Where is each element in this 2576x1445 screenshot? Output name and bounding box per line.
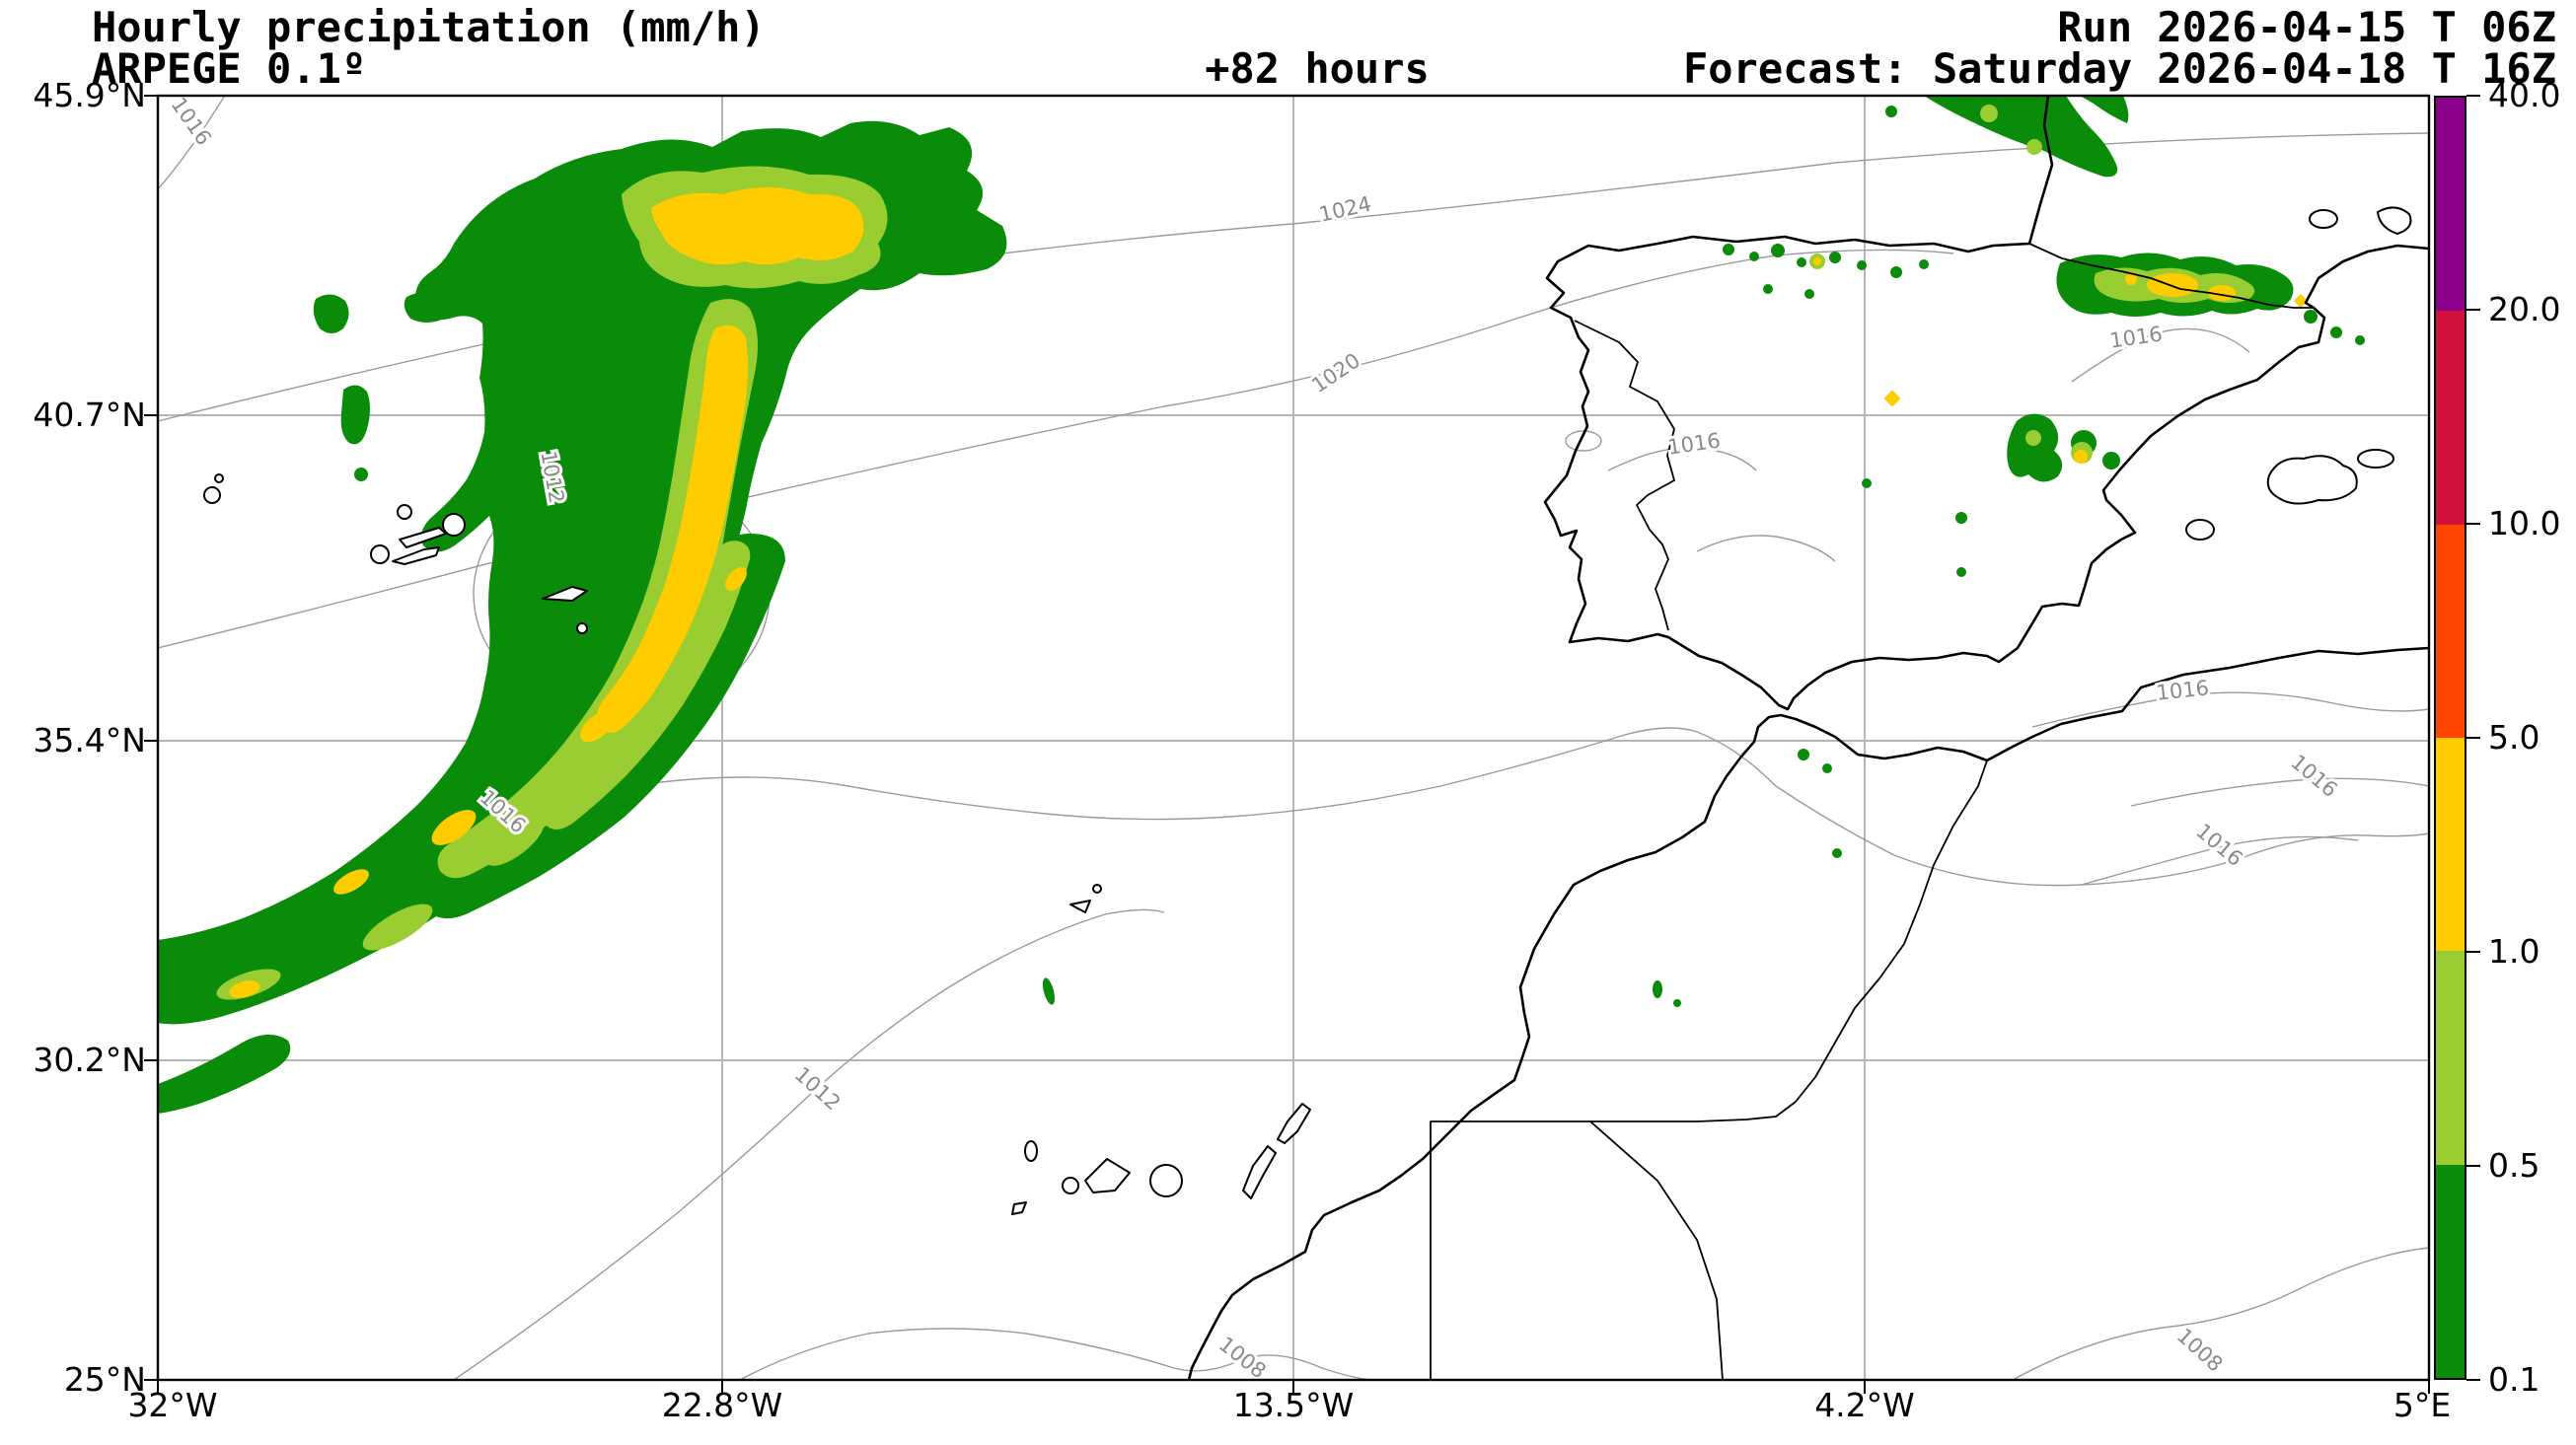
colorbar-segment-40-20 <box>2436 98 2465 312</box>
azores-faial <box>370 544 390 564</box>
colorbar-tick <box>2466 523 2480 525</box>
lanzarote-island <box>1277 1103 1311 1144</box>
svg-text:1020: 1020 <box>1307 348 1364 397</box>
colorbar-label-40: 40.0 <box>2488 76 2561 114</box>
colorbar-tick <box>2466 1379 2480 1381</box>
model-label: ARPEGE 0.1º <box>92 44 367 93</box>
azores-sao-jorge <box>399 527 447 548</box>
lon-tick-5e: 5°E <box>2392 1386 2452 1424</box>
colorbar-label-01: 0.1 <box>2488 1360 2540 1399</box>
colorbar-segment-5-1 <box>2436 737 2465 952</box>
azores-sao-miguel <box>542 586 588 602</box>
azores-santa-maria <box>576 622 588 634</box>
azores-corvo <box>214 473 224 483</box>
madeira-island <box>1069 900 1091 913</box>
svg-text:1016: 1016 <box>2191 819 2246 871</box>
azores-graciosa <box>397 504 412 520</box>
africa-coastline <box>1187 646 2429 1380</box>
menorca-island <box>2357 449 2394 469</box>
precipitation-colorbar <box>2434 96 2466 1380</box>
azores-flores <box>203 486 221 504</box>
colorbar-tick <box>2466 95 2480 97</box>
precip-level-01-05 <box>158 96 2365 1184</box>
svg-text:1008: 1008 <box>1214 1333 1271 1384</box>
iberia-france-coastline <box>1543 96 2429 711</box>
colorbar-segment-05-01 <box>2436 1164 2465 1378</box>
svg-text:1016: 1016 <box>2286 750 2341 802</box>
svg-text:1016: 1016 <box>2108 322 2164 352</box>
ibiza-island <box>2185 519 2215 541</box>
precip-level-1-5 <box>229 187 2309 998</box>
fuerteventura-island <box>1242 1145 1277 1199</box>
france-coast-lagoon <box>2309 209 2338 229</box>
chart-title: Hourly precipitation (mm/h) <box>92 3 766 51</box>
azores-terceira <box>442 513 466 537</box>
lat-tick-40-7n: 40.7°N <box>33 396 146 434</box>
pyrenees-border <box>2028 243 2314 309</box>
western-sahara-border <box>1430 1120 1724 1380</box>
lat-tick-25n: 25°N <box>63 1360 146 1399</box>
colorbar-segment-20-10 <box>2436 311 2465 525</box>
coastlines <box>203 96 2429 1380</box>
colorbar-label-20: 20.0 <box>2488 290 2561 328</box>
colorbar-tick <box>2466 309 2480 311</box>
run-label: Run 2026-04-15 T 06Z <box>2057 3 2556 51</box>
tenerife-island <box>1084 1158 1131 1193</box>
colorbar-label-05: 0.5 <box>2488 1146 2540 1185</box>
colorbar-label-1: 1.0 <box>2488 932 2540 971</box>
lat-tick-35-4n: 35.4°N <box>33 721 146 759</box>
lon-tick-22-8w: 22.8°W <box>661 1386 783 1424</box>
lon-tick-32w: 32°W <box>127 1386 218 1424</box>
lon-tick-13-5w: 13.5°W <box>1232 1386 1355 1424</box>
colorbar-tick <box>2466 737 2480 739</box>
colorbar-segment-1-05 <box>2436 951 2465 1165</box>
colorbar-tick <box>2466 951 2480 953</box>
porto-santo-island <box>1092 884 1102 894</box>
svg-text:1008: 1008 <box>2172 1324 2228 1377</box>
colorbar-label-5: 5.0 <box>2488 718 2540 757</box>
morocco-algeria-border <box>1590 759 1988 1122</box>
la-gomera-island <box>1062 1177 1079 1194</box>
forecast-map: 1016 1024 1020 1016 1016 1012 1016 1012 … <box>144 94 2431 1394</box>
portugal-spain-border <box>1574 320 1675 631</box>
france-coast-detail <box>2377 206 2412 235</box>
lead-time-label: +82 hours <box>1205 44 1430 93</box>
axis-ticks <box>144 95 2430 1394</box>
forecast-label: Forecast: Saturday 2026-04-18 T 16Z <box>1682 44 2556 93</box>
colorbar-label-10: 10.0 <box>2488 504 2561 542</box>
mallorca-island <box>2266 455 2358 505</box>
svg-text:1024: 1024 <box>1317 191 1373 226</box>
la-palma-island <box>1024 1140 1038 1162</box>
colorbar-tick <box>2466 1165 2480 1167</box>
lat-tick-30-2n: 30.2°N <box>33 1041 146 1079</box>
gran-canaria-island <box>1149 1164 1183 1197</box>
azores-pico <box>392 546 440 565</box>
lat-tick-45-9n: 45.9°N <box>33 76 146 114</box>
lon-tick-4-2w: 4.2°W <box>1814 1386 1915 1424</box>
svg-text:1016: 1016 <box>2155 676 2210 704</box>
el-hierro-island <box>1011 1201 1027 1215</box>
colorbar-segment-10-5 <box>2436 524 2465 738</box>
svg-text:1016: 1016 <box>1666 428 1722 459</box>
